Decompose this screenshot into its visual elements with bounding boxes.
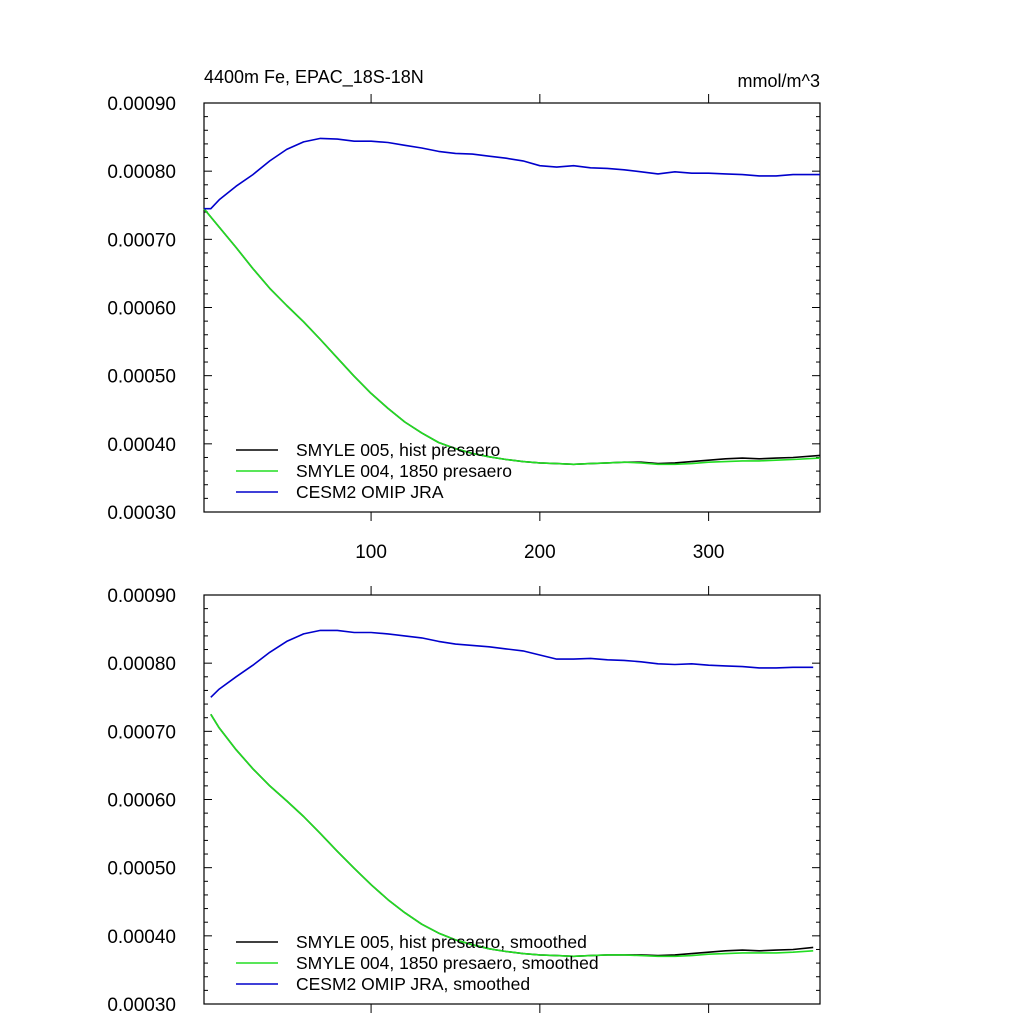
legend-label-0: SMYLE 005, hist presaero, smoothed [296, 932, 587, 952]
y-tick-label: 0.00030 [107, 995, 176, 1016]
x-tick-label: 300 [693, 542, 725, 563]
bottom-panel: 0.00030 0.00040 0.00050 0.00060 0.00070 0.000… [107, 586, 821, 1016]
y-tick-label: 0.00040 [107, 927, 176, 948]
ticks-bottom [204, 586, 820, 1013]
x-tick-label: 100 [355, 542, 387, 563]
x-tick-labels-top: 100 200 300 [355, 542, 724, 563]
y-tick-labels-top: 0.00030 0.00040 0.00050 0.00060 0.00070 0.000… [107, 94, 176, 524]
legend-label-1: SMYLE 004, 1850 presaero [296, 461, 512, 481]
legend-label-0: SMYLE 005, hist presaero [296, 440, 500, 460]
x-tick-label: 200 [524, 542, 556, 563]
top-panel: 4400m Fe, EPAC_18S-18N mmol/m^3 0.000300… [107, 67, 821, 563]
legend-bottom: SMYLE 005, hist presaero, smoothedSMYLE … [236, 932, 599, 994]
y-tick-label: 0.00050 [107, 859, 176, 880]
series-line-0 [210, 713, 814, 958]
y-tick-label: 0.00090 [107, 586, 176, 607]
legend-label-1: SMYLE 004, 1850 presaero, smoothed [296, 953, 599, 973]
series-top [203, 137, 821, 466]
legend-label-2: CESM2 OMIP JRA [296, 482, 444, 502]
series-line-2 [210, 629, 814, 698]
y-tick-label: 0.00050 [107, 367, 176, 388]
series-bottom [210, 629, 814, 958]
y-tick-label: 0.00060 [107, 299, 176, 320]
y-tick-label: 0.00080 [107, 162, 176, 183]
series-line-1 [210, 713, 814, 958]
ticks-top [204, 94, 820, 521]
y-tick-label: 0.00090 [107, 94, 176, 115]
y-tick-label: 0.00060 [107, 791, 176, 812]
legend-label-2: CESM2 OMIP JRA, smoothed [296, 974, 530, 994]
y-tick-label: 0.00070 [107, 722, 176, 743]
series-line-1 [203, 208, 821, 466]
y-tick-label: 0.00080 [107, 654, 176, 675]
y-tick-label: 0.00030 [107, 503, 176, 524]
y-tick-labels-bottom: 0.00030 0.00040 0.00050 0.00060 0.00070 0.000… [107, 586, 176, 1016]
y-tick-label: 0.00070 [107, 230, 176, 251]
series-line-2 [204, 137, 820, 210]
series-line-0 [203, 208, 821, 466]
title-right-units: mmol/m^3 [738, 71, 820, 91]
title-left: 4400m Fe, EPAC_18S-18N [204, 67, 424, 88]
y-tick-label: 0.00040 [107, 435, 176, 456]
